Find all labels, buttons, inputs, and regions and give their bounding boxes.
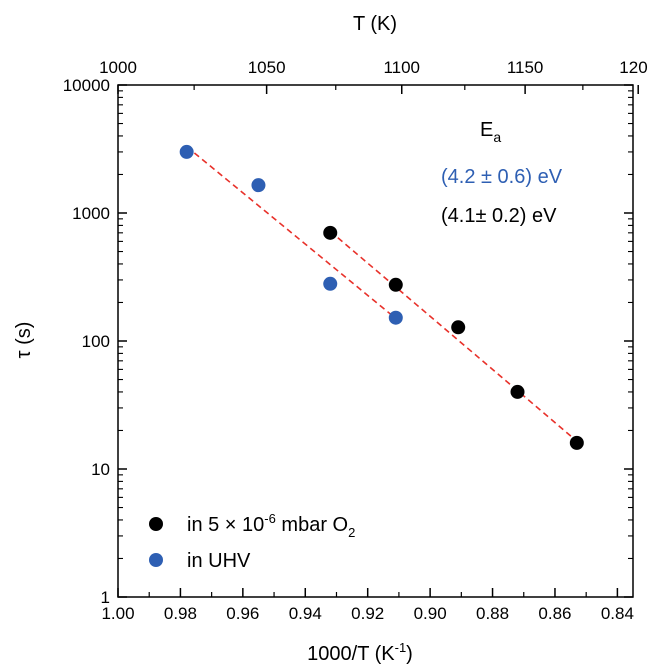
legend: in 5 × 10-6 mbar O2 in UHV (149, 511, 355, 572)
legend-o2-sub: 2 (348, 525, 355, 540)
data-point-series-0 (451, 320, 466, 335)
data-point-series-0 (569, 435, 584, 450)
data-points (179, 144, 584, 450)
x-tick-label: 0.90 (414, 604, 447, 623)
data-point-series-1 (323, 276, 338, 291)
x-tick-label: 1.00 (101, 604, 134, 623)
y-axis-title: τ (s) (13, 322, 35, 359)
legend-marker-uhv (149, 553, 163, 567)
x-tick-label: 0.94 (289, 604, 322, 623)
y-tick-label: 10 (91, 460, 110, 479)
activation-energy-main: E (480, 119, 493, 141)
data-point-series-0 (510, 384, 525, 399)
top-tick-label: 1100 (383, 58, 420, 77)
top-tick-label: 1200 (619, 58, 648, 77)
top-tick-label: 1050 (248, 58, 286, 77)
legend-marker-o2 (149, 517, 163, 531)
fit-line-series-1 (186, 146, 397, 320)
activation-energy-label: Ea (480, 119, 501, 145)
x-axis-title-sup: -1 (395, 640, 407, 655)
y-tick-label: 100 (82, 332, 110, 351)
x-tick-label: 0.86 (538, 604, 571, 623)
y-tick-label: 1000 (72, 204, 110, 223)
x-tick-label: 0.98 (164, 604, 197, 623)
x-axis-title-main: 1000/T (K (307, 643, 395, 665)
axis-ticks (117, 84, 639, 598)
y-tick-label: 1 (101, 588, 110, 607)
legend-o2-exp: -6 (264, 511, 276, 526)
top-tick-label: 1000 (99, 58, 137, 77)
data-point-series-1 (179, 144, 194, 159)
activation-energy-sub: a (493, 129, 501, 145)
uhv-energy-value: (4.2 ± 0.6) eV (441, 166, 563, 188)
top-axis-title: T (K) (353, 13, 397, 35)
fit-lines (186, 146, 578, 442)
x-tick-label: 0.84 (601, 604, 634, 623)
top-tick-label: 1150 (507, 58, 544, 77)
legend-label-o2: in 5 × 10-6 mbar O2 (187, 511, 355, 540)
legend-label-uhv: in UHV (187, 550, 251, 572)
legend-o2-part1: in 5 × 10 (187, 514, 264, 536)
fit-line-series-0 (329, 230, 578, 442)
x-tick-label: 0.88 (476, 604, 509, 623)
x-tick-label: 0.96 (226, 604, 259, 623)
data-point-series-1 (388, 310, 403, 325)
legend-o2-part2: mbar O (276, 514, 348, 536)
tick-labels: 1.00 0.98 0.96 0.94 0.92 0.90 0.88 0.86 0.84 1 10 1… (63, 58, 648, 623)
data-point-series-1 (251, 178, 266, 193)
x-tick-label: 0.92 (351, 604, 384, 623)
x-axis-title: 1000/T (K-1) (307, 640, 413, 665)
data-point-series-0 (388, 277, 403, 292)
y-tick-label: 10000 (63, 76, 110, 95)
o2-energy-value: (4.1± 0.2) eV (441, 205, 557, 227)
x-axis-title-end: ) (406, 643, 413, 665)
data-point-series-0 (323, 225, 338, 240)
